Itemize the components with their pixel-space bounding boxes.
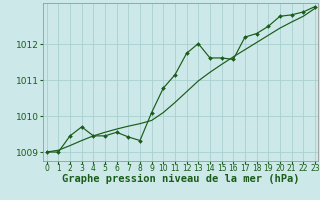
X-axis label: Graphe pression niveau de la mer (hPa): Graphe pression niveau de la mer (hPa)	[62, 174, 300, 184]
